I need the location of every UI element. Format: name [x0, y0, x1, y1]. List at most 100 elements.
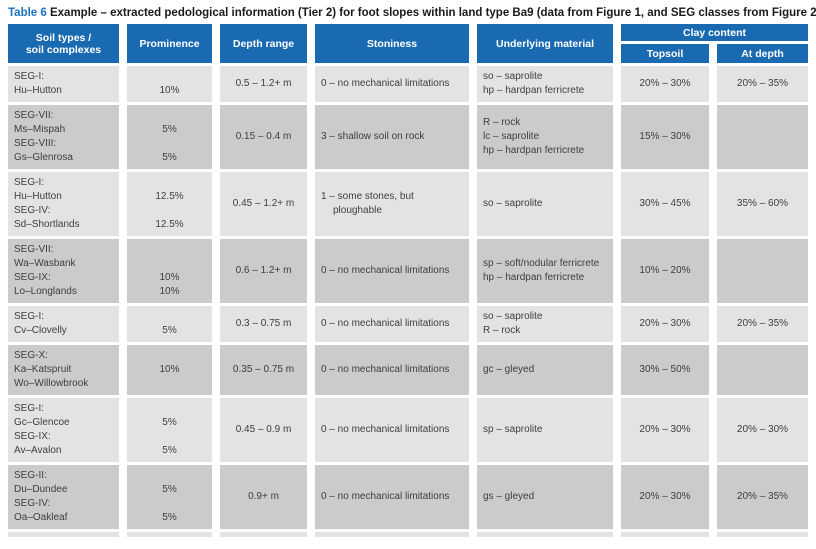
- cell-clay-at-depth: 20% – 35%: [717, 465, 809, 529]
- cell-clay-topsoil: 15% – 30%: [621, 105, 709, 169]
- header-underlying-material: Underlying material: [477, 24, 613, 63]
- partial-cell: [315, 532, 469, 537]
- partial-cell: [127, 532, 212, 537]
- cell-depth-range: 0.6 – 1.2+ m: [220, 239, 307, 303]
- soil-type-line: Hu–Hutton: [14, 85, 62, 96]
- underlying-material-line: hp – hardpan ferricrete: [483, 272, 585, 283]
- prominence-line: 10%: [159, 286, 180, 297]
- header-clay-at-depth: At depth: [717, 44, 809, 63]
- prominence-line: [133, 70, 206, 84]
- cell-underlying-material: sp – soft/nodular ferricrete hp – hardpan…: [477, 239, 613, 303]
- cell-clay-at-depth: 35% – 60%: [717, 172, 809, 236]
- soil-type-line: SEG-VIII:: [14, 138, 57, 149]
- cell-prominence: 5%: [127, 306, 212, 342]
- table-row: SEG-X: Ka–Katspruit Wo–Willowbrook 10% 0.35 …: [8, 345, 809, 395]
- soil-type-line: SEG-X:: [14, 350, 48, 361]
- cell-depth-range: 0.9+ m: [220, 465, 307, 529]
- table-row: SEG-I: Gc–Glencoe SEG-IX: Av–Avalon 5% 5% 0.45…: [8, 398, 809, 462]
- soil-type-line: SEG-I:: [14, 311, 45, 322]
- cell-depth-range: 0.15 – 0.4 m: [220, 105, 307, 169]
- prominence-line: 5%: [162, 512, 177, 523]
- prominence-line: [133, 497, 206, 511]
- cell-soil-types: SEG-I: Hu–Hutton SEG-IV: Sd–Shortlands: [8, 172, 119, 236]
- prominence-line: [133, 176, 206, 190]
- prominence-line: 10%: [159, 364, 180, 375]
- soil-type-line: SEG-IX:: [14, 431, 51, 442]
- header-soil-types-line1: Soil types /: [35, 31, 92, 44]
- cell-depth-range: 0.35 – 0.75 m: [220, 345, 307, 395]
- soil-type-line: SEG-VII:: [14, 244, 54, 255]
- prominence-line: 5%: [162, 445, 177, 456]
- cell-prominence: 5% 5%: [127, 105, 212, 169]
- soil-type-line: Oa–Oakleaf: [14, 512, 68, 523]
- prominence-line: [133, 349, 206, 363]
- prominence-line: [133, 469, 206, 483]
- cell-soil-types: SEG-I: Hu–Hutton: [8, 66, 119, 102]
- soil-type-line: Sd–Shortlands: [14, 219, 80, 230]
- cell-underlying-material: so – saprolite hp – hardpan ferricrete: [477, 66, 613, 102]
- cell-prominence: 10%: [127, 66, 212, 102]
- prominence-line: 10%: [159, 85, 180, 96]
- table-title-text: Example – extracted pedological informat…: [49, 7, 816, 19]
- cell-underlying-material: gs – gleyed: [477, 465, 613, 529]
- stoniness-line: ploughable: [333, 205, 382, 216]
- table-row-partial: [8, 532, 809, 537]
- cell-clay-topsoil: 10% – 20%: [621, 239, 709, 303]
- cell-soil-types: SEG-II: Du–Dundee SEG-IV: Oa–Oakleaf: [8, 465, 119, 529]
- table-row: SEG-VII: Wa–Wasbank SEG-IX: Lo–Longlands 10%…: [8, 239, 809, 303]
- stoniness-line: 0 – no mechanical limitations: [321, 424, 450, 435]
- table-row: SEG-I: Cv–Clovelly 5% 0.3 – 0.75 m 0 – no me…: [8, 306, 809, 342]
- cell-soil-types: SEG-VII: Wa–Wasbank SEG-IX: Lo–Longlands: [8, 239, 119, 303]
- prominence-line: 5%: [162, 152, 177, 163]
- cell-stoniness: 1 – some stones, but ploughable: [315, 172, 469, 236]
- cell-underlying-material: gc – gleyed: [477, 345, 613, 395]
- prominence-line: [133, 377, 206, 391]
- cell-clay-at-depth: 20% – 35%: [717, 306, 809, 342]
- cell-clay-topsoil: 30% – 45%: [621, 172, 709, 236]
- prominence-line: 12.5%: [155, 219, 184, 230]
- prominence-line: [133, 204, 206, 218]
- header-soil-types: Soil types / soil complexes: [8, 24, 119, 63]
- header-clay-content: Clay content: [621, 24, 809, 41]
- cell-prominence: 12.5% 12.5%: [127, 172, 212, 236]
- prominence-line: [133, 243, 206, 257]
- header-depth-range: Depth range: [220, 24, 307, 63]
- underlying-material-line: R – rock: [483, 117, 521, 128]
- prominence-line: [133, 109, 206, 123]
- soil-type-line: Wo–Willowbrook: [14, 378, 89, 389]
- stoniness-line: 0 – no mechanical limitations: [321, 318, 450, 329]
- cell-prominence: 10% 10%: [127, 239, 212, 303]
- soil-type-line: Gc–Glencoe: [14, 417, 70, 428]
- underlying-material-line: hp – hardpan ferricrete: [483, 85, 585, 96]
- header-clay-topsoil: Topsoil: [621, 44, 709, 63]
- table-row: SEG-I: Hu–Hutton 10% 0.5 – 1.2+ m 0 – no mec…: [8, 66, 809, 102]
- soil-type-line: SEG-I:: [14, 403, 45, 414]
- table-row: SEG-I: Hu–Hutton SEG-IV: Sd–Shortlands 12.5%…: [8, 172, 809, 236]
- header-prominence: Prominence: [127, 24, 212, 63]
- stoniness-line: 3 – shallow soil on rock: [321, 131, 425, 142]
- soil-type-line: SEG-I:: [14, 177, 45, 188]
- soil-type-line: SEG-IV:: [14, 498, 51, 509]
- table-row: SEG-VII: Ms–Mispah SEG-VIII: Gs–Glenrosa 5% 5…: [8, 105, 809, 169]
- cell-underlying-material: sp – saprolite: [477, 398, 613, 462]
- cell-prominence: 5% 5%: [127, 398, 212, 462]
- prominence-line: [133, 137, 206, 151]
- underlying-material-line: R – rock: [483, 325, 521, 336]
- cell-stoniness: 0 – no mechanical limitations: [315, 66, 469, 102]
- underlying-material-line: hp – hardpan ferricrete: [483, 145, 585, 156]
- cell-clay-topsoil: 20% – 30%: [621, 465, 709, 529]
- cell-clay-at-depth: 20% – 30%: [717, 398, 809, 462]
- soil-type-line: SEG-II:: [14, 470, 47, 481]
- cell-depth-range: 0.45 – 0.9 m: [220, 398, 307, 462]
- prominence-line: 5%: [162, 325, 177, 336]
- table-title-label: Table 6: [8, 7, 47, 19]
- stoniness-line: 0 – no mechanical limitations: [321, 491, 450, 502]
- stoniness-line: 0 – no mechanical limitations: [321, 78, 450, 89]
- cell-underlying-material: so – saprolite: [477, 172, 613, 236]
- cell-clay-topsoil: 20% – 30%: [621, 306, 709, 342]
- cell-stoniness: 0 – no mechanical limitations: [315, 345, 469, 395]
- soil-type-line: Hu–Hutton: [14, 191, 62, 202]
- partial-cell: [220, 532, 307, 537]
- cell-soil-types: SEG-I: Cv–Clovelly: [8, 306, 119, 342]
- cell-clay-topsoil: 30% – 50%: [621, 345, 709, 395]
